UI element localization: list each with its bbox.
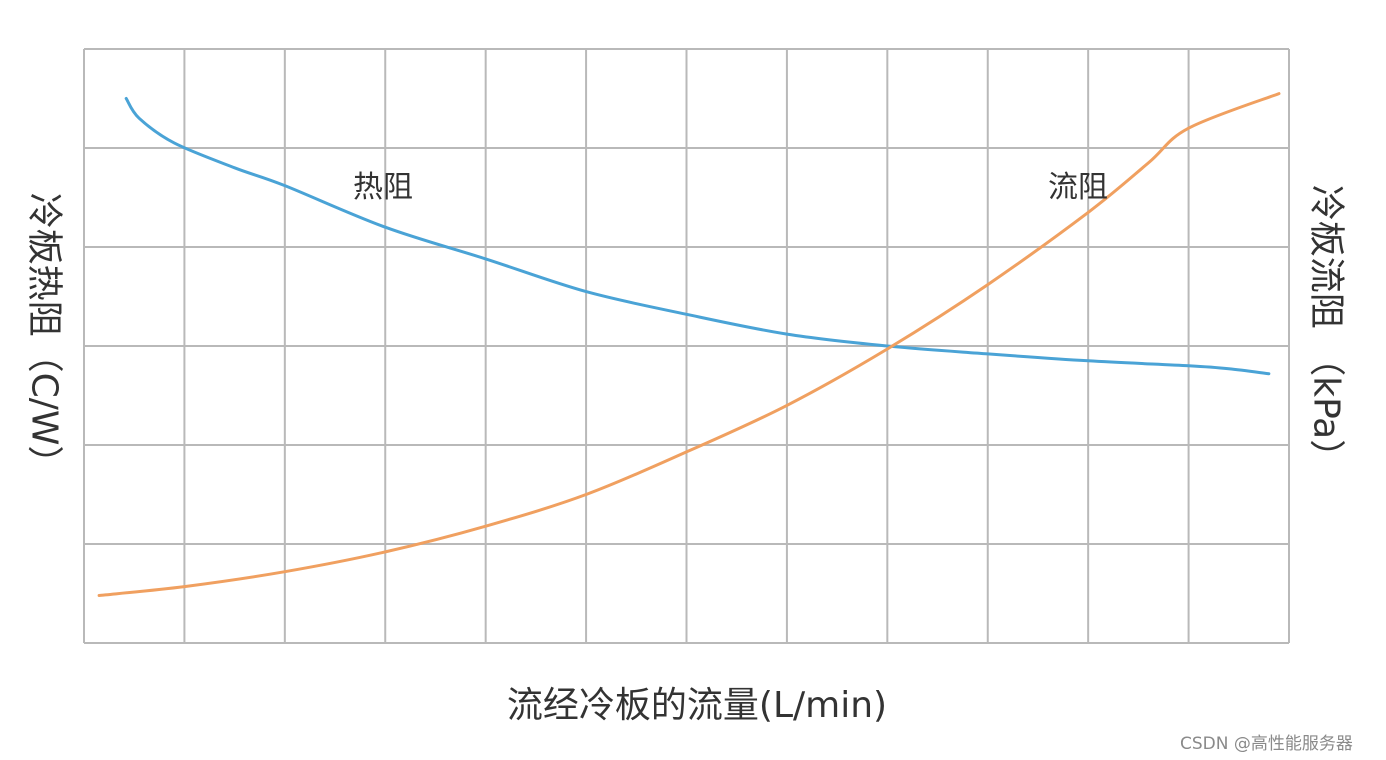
flow-resistance-line <box>97 92 1281 597</box>
thermal-resistance-curve-label: 热阻 <box>353 170 413 205</box>
watermark: CSDN @高性能服务器 <box>1180 734 1353 754</box>
left-y-axis-title: 冷板热阻（C/W） <box>24 193 65 482</box>
flow-resistance-curve-label: 流阻 <box>1048 170 1108 205</box>
chart-series <box>97 92 1281 597</box>
x-axis-title: 流经冷板的流量(L/min) <box>507 685 887 726</box>
thermal-resistance-line <box>124 97 1271 376</box>
chart-grid <box>83 48 1290 644</box>
right-y-axis-title: 冷板流阻 （kPa） <box>1306 185 1347 475</box>
